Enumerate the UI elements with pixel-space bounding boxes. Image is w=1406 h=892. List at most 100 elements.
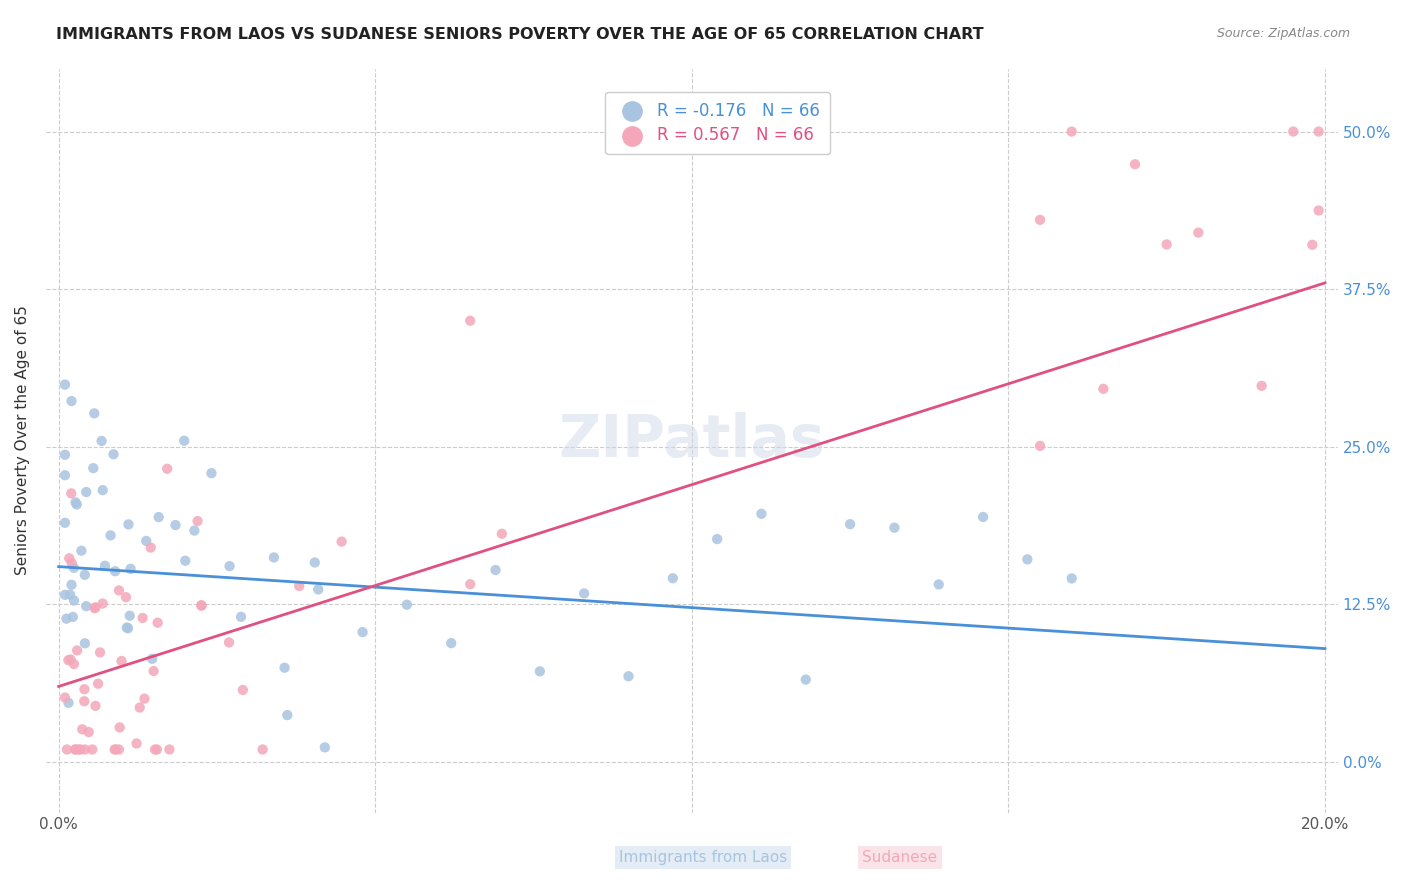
Point: [67, 742, 90, 756]
Point: [135, 533, 157, 548]
Point: [103, 447, 125, 461]
Point: [263, 550, 285, 565]
Point: [174, 554, 197, 568]
Point: [66, 498, 89, 512]
Point: [440, 636, 463, 650]
Point: [60, 578, 83, 592]
Point: [131, 611, 153, 625]
Point: [94, 558, 117, 573]
Point: [1250, 379, 1272, 393]
Point: [104, 742, 127, 756]
Point: [1092, 382, 1115, 396]
Point: [104, 742, 127, 756]
Text: Sudanese: Sudanese: [862, 850, 938, 865]
Point: [84, 698, 107, 713]
Point: [91, 597, 114, 611]
Point: [159, 742, 181, 756]
Point: [173, 434, 195, 448]
Point: [751, 507, 773, 521]
Point: [60, 394, 83, 409]
Text: Source: ZipAtlas.com: Source: ZipAtlas.com: [1216, 27, 1350, 40]
Point: [53, 448, 76, 462]
Point: [73, 694, 96, 708]
Point: [252, 742, 274, 756]
Point: [65, 495, 87, 509]
Point: [65, 742, 87, 756]
Point: [83, 601, 105, 615]
Point: [128, 700, 150, 714]
Point: [62, 610, 84, 624]
Point: [839, 517, 862, 532]
Point: [1060, 125, 1083, 139]
Point: [273, 661, 295, 675]
Point: [484, 563, 506, 577]
Point: [1029, 212, 1052, 227]
Point: [330, 534, 353, 549]
Point: [491, 526, 513, 541]
Point: [352, 625, 374, 640]
Point: [794, 673, 817, 687]
Point: [53, 588, 76, 602]
Point: [218, 559, 240, 574]
Point: [146, 742, 169, 756]
Point: [82, 742, 104, 756]
Point: [58, 551, 80, 566]
Point: [77, 725, 100, 739]
Point: [53, 690, 76, 705]
Point: [66, 643, 89, 657]
Point: [288, 579, 311, 593]
Point: [63, 742, 86, 756]
Point: [104, 564, 127, 578]
Point: [108, 720, 131, 734]
Point: [73, 682, 96, 697]
Point: [73, 636, 96, 650]
Point: [125, 737, 148, 751]
Point: [63, 593, 86, 607]
Point: [190, 599, 212, 613]
Legend: R = -0.176   N = 66, R = 0.567   N = 66: R = -0.176 N = 66, R = 0.567 N = 66: [606, 92, 830, 154]
Point: [617, 669, 640, 683]
Point: [928, 577, 950, 591]
Point: [53, 377, 76, 392]
Point: [148, 510, 170, 524]
Point: [1060, 572, 1083, 586]
Point: [75, 485, 97, 500]
Point: [108, 742, 131, 756]
Point: [276, 708, 298, 723]
Text: Immigrants from Laos: Immigrants from Laos: [619, 850, 787, 865]
Point: [139, 541, 162, 555]
Point: [83, 406, 105, 420]
Point: [75, 599, 97, 614]
Point: [183, 524, 205, 538]
Point: [58, 696, 80, 710]
Point: [190, 599, 212, 613]
Point: [53, 516, 76, 530]
Point: [972, 510, 994, 524]
Point: [165, 518, 187, 533]
Point: [395, 598, 418, 612]
Point: [458, 314, 481, 328]
Point: [529, 665, 551, 679]
Point: [1308, 125, 1330, 139]
Point: [1017, 552, 1039, 566]
Point: [134, 691, 156, 706]
Point: [73, 742, 96, 756]
Point: [458, 577, 481, 591]
Point: [662, 571, 685, 585]
Point: [82, 461, 104, 475]
Point: [84, 600, 107, 615]
Point: [117, 517, 139, 532]
Point: [143, 742, 166, 756]
Point: [1156, 237, 1178, 252]
Point: [1301, 237, 1323, 252]
Point: [115, 590, 138, 604]
Point: [59, 652, 82, 666]
Point: [120, 562, 142, 576]
Point: [63, 561, 86, 575]
Point: [53, 468, 76, 483]
Point: [314, 740, 336, 755]
Point: [229, 610, 252, 624]
Text: IMMIGRANTS FROM LAOS VS SUDANESE SENIORS POVERTY OVER THE AGE OF 65 CORRELATION : IMMIGRANTS FROM LAOS VS SUDANESE SENIORS…: [56, 27, 984, 42]
Point: [1123, 157, 1146, 171]
Point: [63, 657, 86, 671]
